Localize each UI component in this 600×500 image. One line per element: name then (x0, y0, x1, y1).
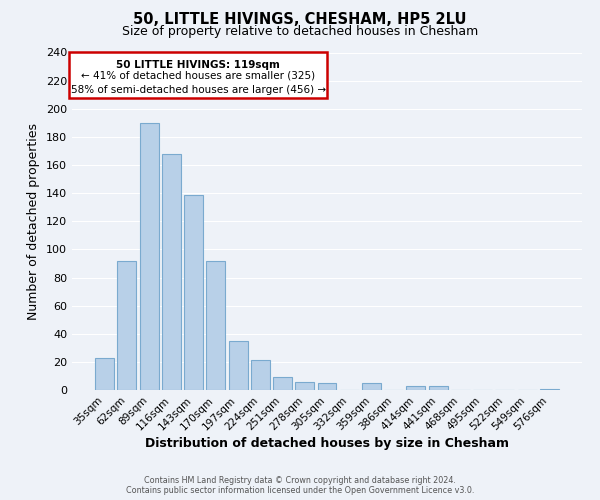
Bar (273, 378, 292, 390)
Bar (295, 382, 314, 390)
Text: 50, LITTLE HIVINGS, CHESHAM, HP5 2LU: 50, LITTLE HIVINGS, CHESHAM, HP5 2LU (133, 12, 467, 28)
Bar (406, 386, 425, 390)
Bar (429, 386, 448, 390)
Bar (229, 341, 248, 390)
Text: ← 41% of detached houses are smaller (325): ← 41% of detached houses are smaller (32… (81, 71, 315, 81)
Bar (118, 260, 136, 390)
Text: Contains public sector information licensed under the Open Government Licence v3: Contains public sector information licen… (126, 486, 474, 495)
X-axis label: Distribution of detached houses by size in Chesham: Distribution of detached houses by size … (145, 438, 509, 450)
Bar (317, 383, 337, 390)
FancyBboxPatch shape (70, 52, 327, 98)
Bar (162, 154, 181, 390)
Bar (184, 194, 203, 390)
Bar (140, 123, 158, 390)
Bar (95, 358, 114, 390)
Text: 58% of semi-detached houses are larger (456) →: 58% of semi-detached houses are larger (… (71, 84, 326, 94)
Text: Size of property relative to detached houses in Chesham: Size of property relative to detached ho… (122, 25, 478, 38)
Text: 50 LITTLE HIVINGS: 119sqm: 50 LITTLE HIVINGS: 119sqm (116, 60, 280, 70)
Bar (251, 360, 270, 390)
Y-axis label: Number of detached properties: Number of detached properties (28, 122, 40, 320)
Bar (206, 260, 225, 390)
Bar (540, 388, 559, 390)
Bar (362, 383, 381, 390)
Text: Contains HM Land Registry data © Crown copyright and database right 2024.: Contains HM Land Registry data © Crown c… (144, 476, 456, 485)
